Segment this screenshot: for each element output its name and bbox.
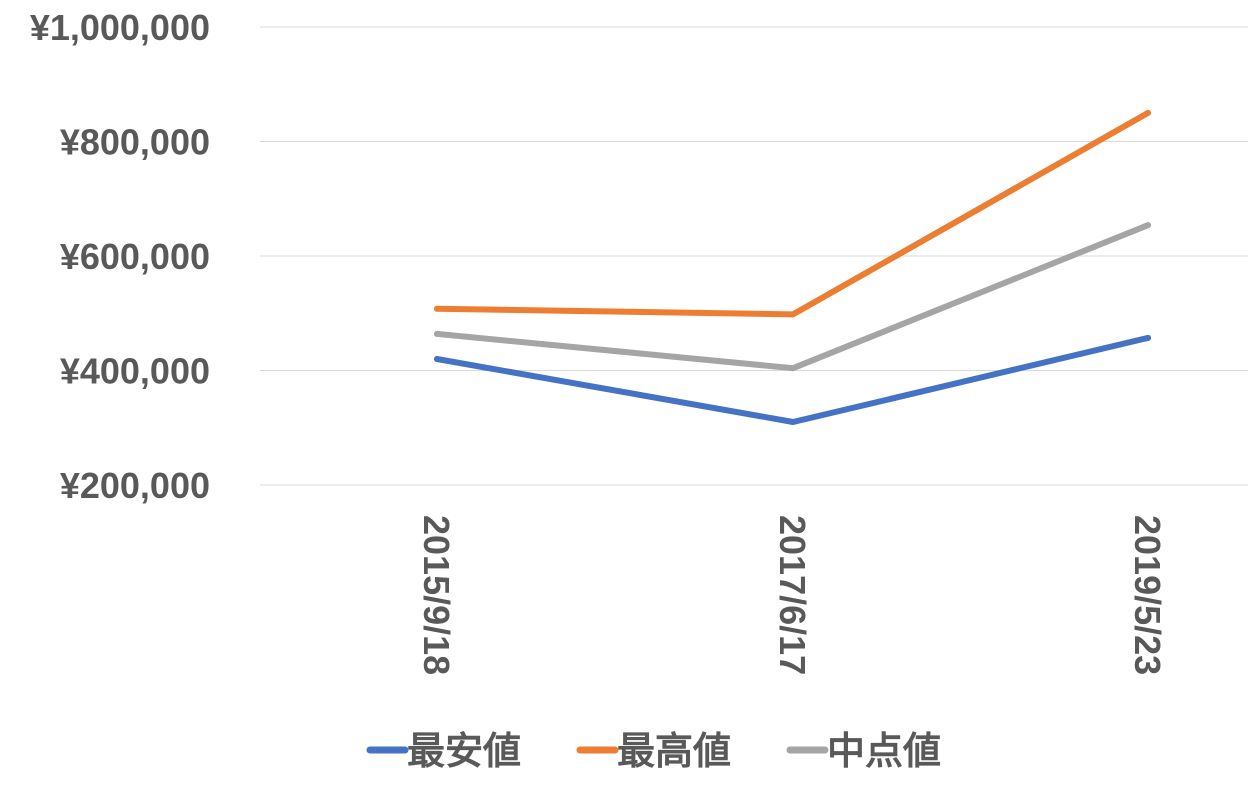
legend-label: 最安値 xyxy=(407,729,521,773)
legend-label: 最高値 xyxy=(617,729,731,773)
data-point xyxy=(434,356,440,362)
legend-label: 中点値 xyxy=(827,729,941,773)
series-line-2 xyxy=(434,109,1151,318)
data-point xyxy=(434,330,440,337)
series-line-3 xyxy=(434,222,1151,372)
data-point xyxy=(1145,334,1151,341)
y-tick-label: ¥600,000 xyxy=(60,236,210,277)
gridlines xyxy=(260,26,1248,486)
series-line-1 xyxy=(434,334,1151,425)
data-point xyxy=(790,311,796,318)
x-tick-label: 2015/9/18 xyxy=(416,515,457,675)
data-point xyxy=(790,419,796,425)
legend: 最安値 最高値 中点値 xyxy=(366,729,941,773)
data-point xyxy=(1145,109,1151,116)
series-lines xyxy=(434,109,1151,425)
y-tick-label: ¥400,000 xyxy=(60,351,210,392)
y-tick-label: ¥1,000,000 xyxy=(30,7,210,48)
data-point xyxy=(790,365,796,372)
x-tick-label: 2017/6/17 xyxy=(772,515,813,675)
data-point xyxy=(1145,222,1151,229)
y-tick-label: ¥800,000 xyxy=(60,122,210,163)
y-axis-tick-labels: ¥200,000 ¥400,000 ¥600,000 ¥800,000 ¥1,000,0… xyxy=(30,7,210,506)
data-point xyxy=(434,305,440,312)
y-tick-label: ¥200,000 xyxy=(60,465,210,506)
x-tick-label: 2019/5/23 xyxy=(1127,515,1168,675)
x-axis-tick-labels: 2015/9/18 2017/6/17 2019/5/23 xyxy=(416,515,1168,675)
